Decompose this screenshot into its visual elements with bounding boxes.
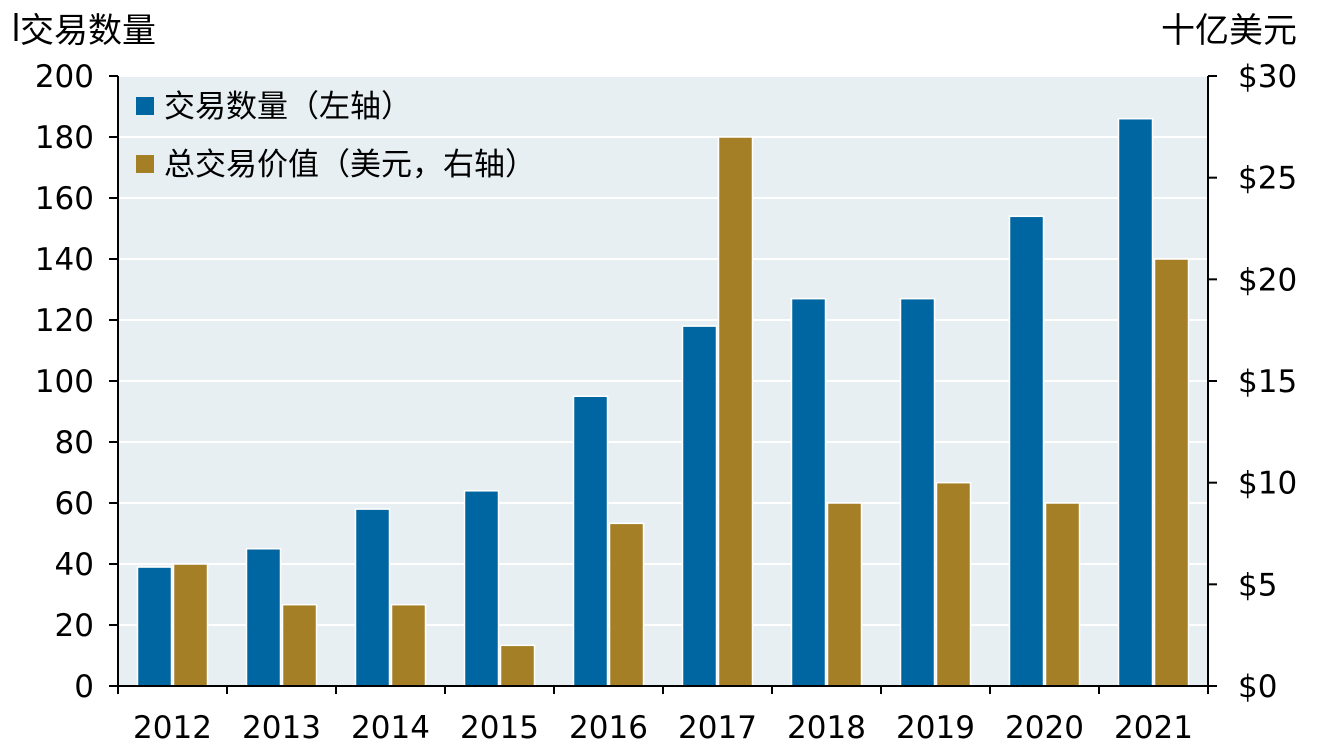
x-tick-label: 2013 [242, 710, 321, 746]
left-tick-label: 0 [74, 669, 94, 705]
bar-deal-count-2021 [1117, 117, 1154, 687]
legend-label-deal-value: 总交易价值（美元，右轴） [164, 147, 536, 183]
bar-deal-value-2021 [1153, 258, 1190, 687]
bar-deal-value-2018 [826, 502, 863, 687]
bar-deal-count-2014 [354, 508, 391, 687]
left-tick-label: 20 [55, 608, 94, 644]
bar-deal-value-2019 [935, 481, 972, 687]
tick-labels: 0 20 40 60 80 100 120 140 160 180 200 $0 $5 $10 $15 $20… [35, 59, 1297, 746]
bar-deal-count-2016 [572, 395, 609, 687]
bar-deal-count-2013 [245, 548, 282, 687]
right-tick-label: $0 [1238, 669, 1277, 705]
bar-deal-count-2019 [899, 297, 936, 687]
x-tick-label: 2020 [1005, 710, 1084, 746]
left-tick-label: 200 [35, 59, 94, 95]
left-tick-label: 120 [35, 303, 94, 339]
left-axis-title: 交易数量 [20, 11, 156, 51]
legend-swatch-deal-count [136, 97, 154, 115]
bar-deal-count-2017 [681, 325, 718, 687]
bar-deal-value-2015 [499, 644, 536, 687]
left-tick-label: 160 [35, 181, 94, 217]
left-tick-label: 60 [55, 486, 94, 522]
axes [109, 75, 1217, 694]
x-tick-label: 2018 [787, 710, 866, 746]
bar-deal-value-2016 [608, 522, 645, 687]
x-tick-label: 2015 [460, 710, 539, 746]
right-tick-label: $25 [1238, 161, 1297, 197]
left-tick-label: 100 [35, 364, 94, 400]
x-tick-label: 2019 [896, 710, 975, 746]
right-tick-label: $20 [1238, 262, 1297, 298]
bar-deal-count-2015 [463, 490, 500, 687]
right-tick-label: $15 [1238, 364, 1297, 400]
bar-deal-value-2017 [717, 136, 754, 687]
legend-swatch-deal-value [136, 155, 154, 173]
bar-deal-value-2012 [172, 563, 209, 687]
bars [136, 117, 1190, 687]
left-tick-label: 40 [55, 547, 94, 583]
bar-deal-value-2013 [281, 603, 318, 687]
x-tick-label: 2017 [678, 710, 757, 746]
bar-deal-value-2014 [390, 603, 427, 687]
bar-deal-count-2012 [136, 566, 173, 687]
right-axis-title: 十亿美元 [1161, 11, 1297, 51]
right-tick-label: $5 [1238, 567, 1277, 603]
x-tick-label: 2016 [569, 710, 648, 746]
legend: 交易数量（左轴） 总交易价值（美元，右轴） [136, 89, 536, 183]
right-tick-label: $10 [1238, 466, 1297, 502]
bar-deal-count-2018 [790, 297, 827, 687]
right-tick-label: $30 [1238, 59, 1297, 95]
left-tick-label: 140 [35, 242, 94, 278]
x-tick-label: 2021 [1114, 710, 1193, 746]
left-tick-label: 180 [35, 120, 94, 156]
legend-label-deal-count: 交易数量（左轴） [164, 89, 412, 125]
x-tick-label: 2012 [133, 710, 212, 746]
left-tick-label: 80 [55, 425, 94, 461]
x-tick-label: 2014 [351, 710, 430, 746]
bar-deal-count-2020 [1008, 215, 1045, 687]
bar-deal-value-2020 [1044, 502, 1081, 687]
